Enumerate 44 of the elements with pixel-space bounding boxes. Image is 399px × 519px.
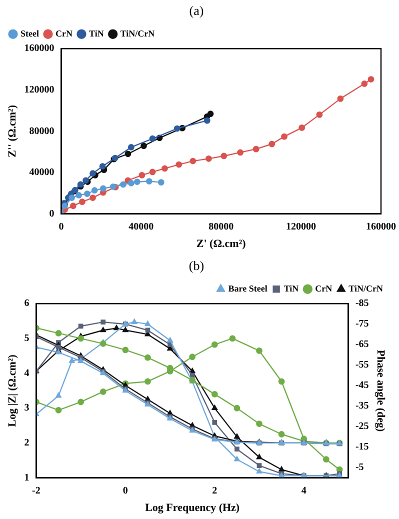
y-tick-label: 3 [24, 402, 30, 414]
y2-tick-label: -45 [355, 380, 369, 392]
x-tick-label: 2 [212, 485, 218, 496]
legend-label: TiN [284, 283, 300, 294]
y2-tick-label: -75 [355, 318, 369, 330]
legend-label: TiN/CrN [120, 28, 156, 38]
legend-label: CrN [315, 283, 333, 294]
x-tick-label: 40000 [128, 221, 154, 232]
x-axis-title: Log Frequency (Hz) [145, 502, 240, 514]
y-tick-label: 0 [49, 208, 54, 220]
legend-label: TiN/CrN [348, 283, 384, 294]
legend-label: CrN [55, 28, 73, 38]
x-tick-label: 4 [301, 485, 306, 496]
x-tick-label: 0 [58, 221, 64, 232]
legend-label: TiN [88, 28, 104, 38]
y2-tick-label: -65 [355, 339, 369, 350]
y2-tick-label: -5 [355, 462, 364, 474]
y-tick-label: 40000 [29, 167, 54, 178]
y-tick-label: 2 [24, 438, 30, 449]
x-tick-label: 120000 [286, 221, 316, 232]
legend-label: Steel [20, 28, 40, 38]
y2-tick-label: -55 [355, 360, 369, 371]
x-tick-label: -2 [32, 485, 40, 496]
y2-tick-label: -15 [355, 442, 369, 453]
y2-tick-label: -25 [355, 421, 369, 432]
y-tick-label: 160000 [24, 43, 54, 54]
x-axis-title: Z' (Ω.cm²) [196, 238, 246, 250]
legend-label: Bare Steel [228, 283, 268, 294]
y-tick-label: 4 [24, 368, 30, 379]
x-tick-label: 80000 [208, 221, 234, 232]
y2-tick-label: -85 [355, 298, 369, 310]
chart-title: (a) [189, 3, 204, 18]
y-tick-label: 120000 [24, 84, 54, 96]
y-tick-label: 80000 [29, 126, 54, 137]
y2-tick-label: -35 [355, 400, 369, 412]
y-tick-label: 6 [24, 298, 30, 310]
y-axis-title: Log |Z| (Ω.cm²) [6, 354, 18, 427]
y-tick-label: 5 [24, 333, 30, 344]
y2-axis-title: Phase angle (deg) [374, 350, 387, 432]
x-tick-label: 160000 [366, 221, 396, 232]
y-axis-title: Z'' (Ω.cm²) [6, 104, 18, 158]
x-tick-label: 0 [122, 485, 128, 496]
y-tick-label: 1 [24, 472, 30, 484]
chart-title: (b) [188, 258, 204, 274]
